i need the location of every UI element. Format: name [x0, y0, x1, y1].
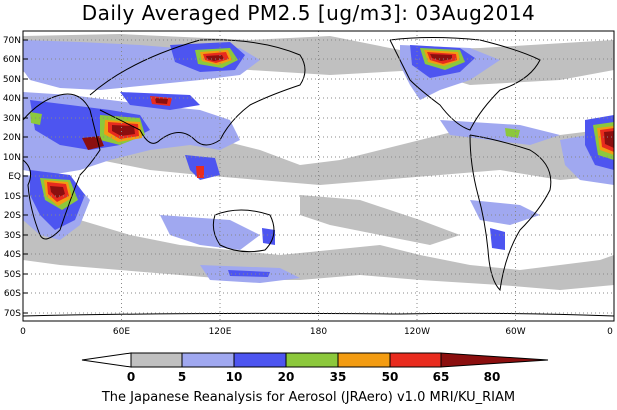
lon-label: 120W — [404, 327, 430, 337]
lat-label: 10S — [4, 192, 21, 202]
colorbar — [81, 352, 549, 368]
lat-label: 50N — [3, 75, 21, 85]
lon-label: 60W — [505, 327, 525, 337]
lon-labels: 0 60E 120E 180 120W 60W 0 — [20, 327, 613, 337]
antarctica-coastline — [23, 312, 614, 317]
africa-coastline — [23, 93, 101, 240]
footer-credit: The Japanese Reanalysis for Aerosol (JRA… — [101, 390, 516, 405]
colorbar-segment — [440, 352, 549, 368]
lat-label: 20S — [4, 211, 21, 221]
lat-label: 20N — [3, 133, 21, 143]
lat-labels: 70N 60N 50N 40N 30N 20N 10N EQ 10S 20S 3… — [3, 36, 21, 319]
colorbar-segment — [181, 352, 235, 368]
coastlines — [23, 37, 614, 317]
colorbar-segment — [337, 352, 391, 368]
lat-label: 70N — [3, 36, 21, 46]
colorbar-segment — [389, 352, 442, 368]
lat-label: 40S — [4, 250, 21, 260]
colorbar-label: 20 — [278, 370, 295, 384]
gridlines — [23, 31, 614, 321]
lat-label: 30S — [4, 231, 21, 241]
lat-label: 40N — [3, 94, 21, 104]
lat-label: 30N — [3, 114, 21, 124]
lat-ticks — [23, 39, 28, 314]
colorbar-segment — [233, 352, 287, 368]
south-america-coastline — [469, 134, 552, 292]
colorbar-segment — [81, 352, 132, 368]
lon-label: 180 — [310, 327, 327, 337]
map-title: Daily Averaged PM2.5 [ug/m3]: 03Aug2014 — [81, 1, 536, 25]
lon-label: 0 — [20, 327, 26, 337]
lon-label: 0 — [607, 327, 613, 337]
lat-label: 70S — [4, 309, 21, 319]
colorbar-segment — [285, 352, 339, 368]
colorbar-label: 35 — [330, 370, 347, 384]
colorbar-labels: 0 5 10 20 35 50 65 80 — [127, 370, 501, 384]
eurasia-coastline — [89, 39, 306, 146]
colorbar-label: 50 — [382, 370, 399, 384]
lat-label: 10N — [3, 153, 21, 163]
australia-coastline — [212, 209, 275, 253]
lat-label: 60S — [4, 289, 21, 299]
colorbar-label: 65 — [433, 370, 450, 384]
lat-label: 60N — [3, 55, 21, 65]
lat-label: 50S — [4, 270, 21, 280]
lat-label: EQ — [8, 172, 21, 182]
colorbar-label: 80 — [484, 370, 501, 384]
colorbar-label: 0 — [127, 370, 135, 384]
colorbar-label: 10 — [226, 370, 243, 384]
lon-label: 120E — [209, 327, 232, 337]
concentration-band-80-plus — [50, 54, 614, 198]
colorbar-segment — [130, 352, 183, 368]
lon-label: 60E — [113, 327, 130, 337]
colorbar-label: 5 — [178, 370, 186, 384]
